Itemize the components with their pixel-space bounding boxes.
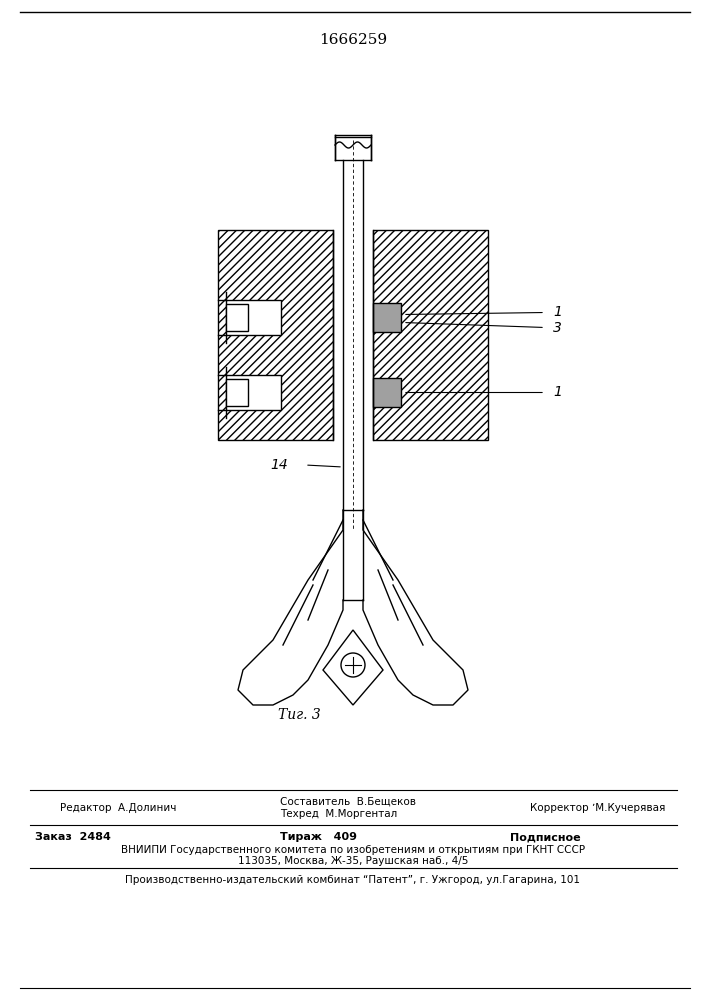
Text: Подписное: Подписное	[510, 832, 580, 842]
Text: Корректор ʼМ.Кучерявая: Корректор ʼМ.Кучерявая	[530, 803, 665, 813]
Polygon shape	[373, 303, 401, 332]
Text: Составитель  В.Бещеков: Составитель В.Бещеков	[280, 797, 416, 807]
Polygon shape	[226, 304, 248, 331]
Text: 3: 3	[553, 320, 562, 334]
Text: 113035, Москва, Ж-35, Раушская наб., 4/5: 113035, Москва, Ж-35, Раушская наб., 4/5	[238, 856, 468, 866]
Polygon shape	[226, 300, 281, 335]
Polygon shape	[323, 630, 383, 705]
Text: Заказ  2484: Заказ 2484	[35, 832, 111, 842]
Text: 14: 14	[270, 458, 288, 472]
Polygon shape	[226, 375, 281, 410]
Polygon shape	[226, 379, 248, 406]
Text: 1: 1	[553, 306, 562, 320]
Text: Τиг. 3: Τиг. 3	[278, 708, 321, 722]
Text: 1: 1	[553, 385, 562, 399]
Text: Техред  М.Моргентал: Техред М.Моргентал	[280, 809, 397, 819]
Polygon shape	[373, 230, 488, 440]
Text: Производственно-издательский комбинат “Патент”, г. Ужгород, ул.Гагарина, 101: Производственно-издательский комбинат “П…	[126, 875, 580, 885]
Circle shape	[341, 653, 365, 677]
Text: Тираж   409: Тираж 409	[280, 832, 357, 842]
Text: ВНИИПИ Государственного комитета по изобретениям и открытиям при ГКНТ СССР: ВНИИПИ Государственного комитета по изоб…	[121, 845, 585, 855]
Text: Редактор  А.Долинич: Редактор А.Долинич	[60, 803, 176, 813]
Polygon shape	[218, 230, 333, 440]
Polygon shape	[373, 378, 401, 407]
Text: 1666259: 1666259	[319, 33, 387, 47]
